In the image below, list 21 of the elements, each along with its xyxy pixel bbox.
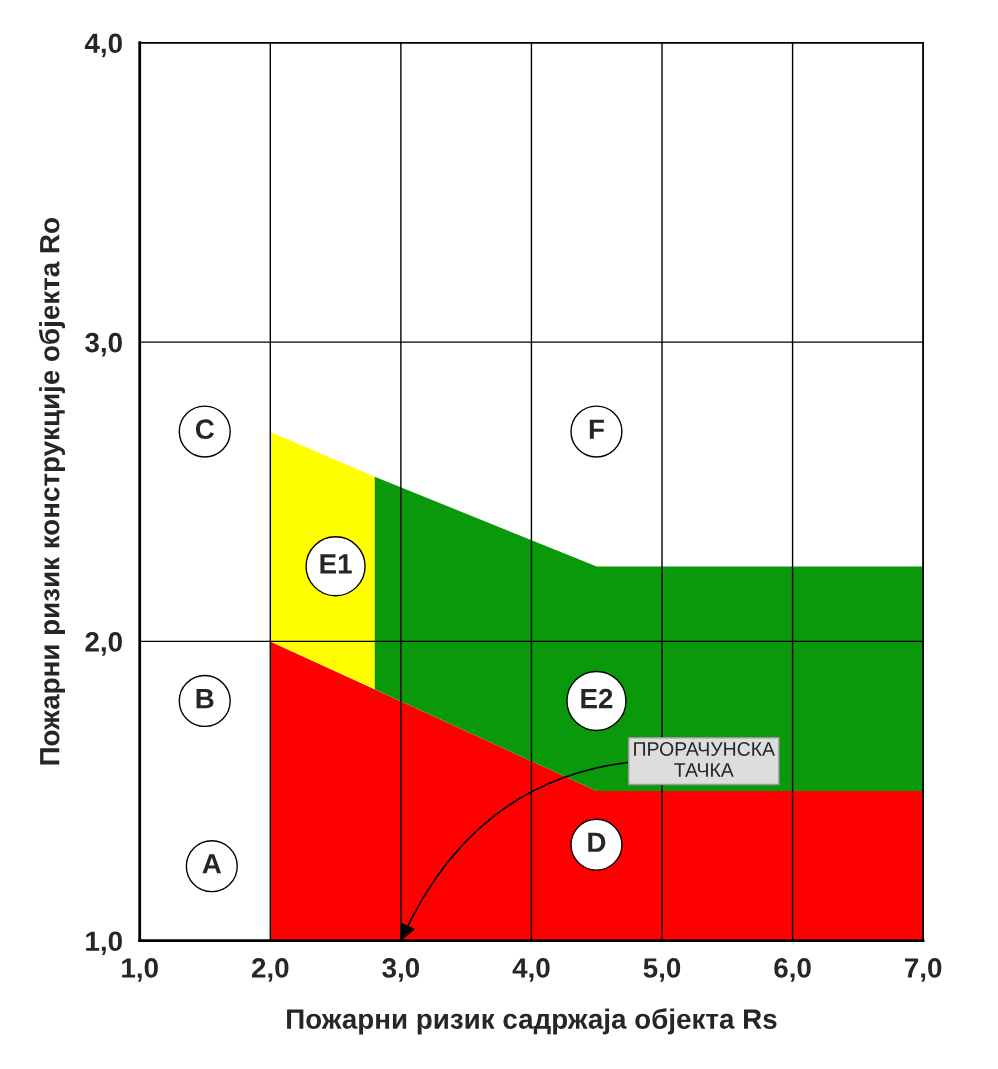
annotation: ПРОРАЧУНСКА ТАЧКА — [634, 742, 775, 777]
annotation: E1 — [320, 554, 352, 574]
y-axis-title: Пожарни ризик конструкције објекта Ro — [38, 218, 65, 765]
annotation: A — [202, 854, 222, 874]
annotation: C — [195, 419, 215, 440]
x-axis-title: Пожарни ризик садржаја објекта Rs — [287, 1008, 777, 1035]
y-tick-label: 1,0 — [86, 931, 122, 956]
annotation: D — [588, 832, 606, 852]
x-tick-label: 4,0 — [512, 958, 550, 982]
annotation: E2 — [581, 688, 613, 709]
x-tick-label: 1,0 — [122, 958, 158, 982]
x-tick-label: 2,0 — [251, 958, 289, 982]
annotation: F — [589, 419, 604, 439]
x-tick-label: 5,0 — [643, 958, 681, 982]
annotation: B — [196, 689, 214, 709]
y-tick-label: 2,0 — [85, 632, 122, 656]
y-tick-label: 4,0 — [84, 33, 122, 58]
y-tick-label: 3,0 — [85, 332, 122, 357]
x-tick-label: 7,0 — [905, 958, 942, 982]
x-tick-label: 6,0 — [774, 958, 811, 982]
x-tick-label: 3,0 — [382, 958, 420, 982]
